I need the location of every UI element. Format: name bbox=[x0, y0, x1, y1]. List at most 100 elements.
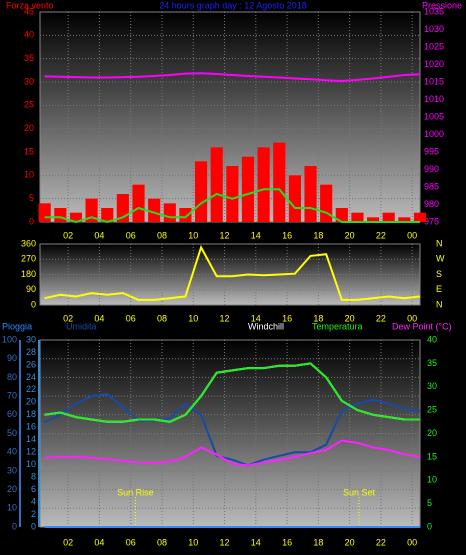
y-tick-label: 50 bbox=[7, 428, 17, 438]
y-tick-label: 10 bbox=[24, 170, 34, 180]
x-tick-label: 08 bbox=[157, 230, 167, 240]
y3-tick-label: 20 bbox=[26, 397, 36, 407]
y-tick-label: 40 bbox=[24, 30, 34, 40]
line bbox=[44, 188, 420, 224]
bar bbox=[288, 175, 301, 222]
y2-tick-label: 35 bbox=[427, 358, 437, 368]
x-tick-label: 12 bbox=[220, 230, 230, 240]
line bbox=[44, 72, 421, 83]
y2-tick-label: 980 bbox=[424, 199, 439, 209]
bar bbox=[367, 217, 380, 222]
y-tick-label: 70 bbox=[7, 390, 17, 400]
y2-tick-label: 20 bbox=[427, 428, 437, 438]
x-tick-label: 16 bbox=[282, 313, 292, 323]
y2-tick-label: 1020 bbox=[424, 59, 444, 69]
x-tick-label: 00 bbox=[407, 313, 417, 323]
bar bbox=[179, 208, 192, 222]
bar bbox=[132, 184, 145, 222]
bar bbox=[413, 212, 427, 222]
y-tick-label: 60 bbox=[7, 409, 17, 419]
y2-tick-label: N bbox=[436, 299, 443, 309]
annotation: Sun Rise bbox=[117, 487, 154, 497]
y2-tick-label: 975 bbox=[424, 216, 439, 226]
x-tick-label: 14 bbox=[251, 313, 261, 323]
x-tick-label: 22 bbox=[376, 230, 386, 240]
y-tick-label: 20 bbox=[7, 484, 17, 494]
x-tick-label: 22 bbox=[376, 537, 386, 547]
y3-tick-label: 30 bbox=[26, 334, 36, 344]
x-tick-label: 18 bbox=[313, 313, 323, 323]
bar bbox=[163, 203, 176, 222]
y-tick-label: 0 bbox=[12, 521, 17, 531]
y2-tick-label: 1030 bbox=[424, 24, 444, 34]
x-tick-label: 10 bbox=[188, 230, 198, 240]
x-tick-label: 12 bbox=[220, 313, 230, 323]
y-tick-label: 80 bbox=[7, 372, 17, 382]
y2-tick-label: S bbox=[436, 269, 442, 279]
y2-tick-label: N bbox=[436, 238, 443, 248]
x-tick-label: 00 bbox=[407, 537, 417, 547]
y2-tick-label: 990 bbox=[424, 164, 439, 174]
x-tick-label: 08 bbox=[157, 537, 167, 547]
x-tick-label: 02 bbox=[63, 230, 73, 240]
bar bbox=[257, 147, 270, 222]
x-tick-label: 16 bbox=[282, 537, 292, 547]
line bbox=[44, 439, 421, 467]
y2-tick-label: 40 bbox=[427, 334, 437, 344]
x-tick-label: 04 bbox=[94, 230, 104, 240]
x-tick-label: 06 bbox=[126, 230, 136, 240]
y2-tick-label: 5 bbox=[427, 498, 432, 508]
bar bbox=[194, 161, 208, 222]
y3-tick-label: 0 bbox=[31, 521, 36, 531]
x-tick-label: 06 bbox=[126, 537, 136, 547]
x-tick-label: 08 bbox=[157, 313, 167, 323]
y2-tick-label: W bbox=[436, 254, 445, 264]
y3-tick-label: 8 bbox=[31, 472, 36, 482]
y3-tick-label: 10 bbox=[26, 459, 36, 469]
chart-title: 24 hours graph day : 12 Agosto 2018 bbox=[159, 0, 307, 10]
bar bbox=[148, 198, 161, 222]
y-tick-label: 10 bbox=[7, 503, 17, 513]
x-tick-label: 06 bbox=[126, 313, 136, 323]
x-tick-label: 14 bbox=[251, 230, 261, 240]
legend-entry: Umidita bbox=[66, 321, 97, 331]
y2-tick-label: 0 bbox=[427, 521, 432, 531]
y-tick-label: 15 bbox=[24, 146, 34, 156]
x-tick-label: 20 bbox=[345, 537, 355, 547]
y3-tick-label: 6 bbox=[31, 484, 36, 494]
line bbox=[44, 244, 421, 301]
bar bbox=[398, 217, 411, 222]
y3-tick-label: 14 bbox=[26, 434, 36, 444]
y-tick-label: 25 bbox=[24, 100, 34, 110]
y-tick-label: 360 bbox=[21, 238, 36, 248]
bar bbox=[241, 156, 255, 222]
y-tick-label: 270 bbox=[21, 254, 36, 264]
bar bbox=[85, 198, 98, 222]
x-tick-label: 12 bbox=[220, 537, 230, 547]
y2-tick-label: 1025 bbox=[424, 41, 444, 51]
y3-tick-label: 26 bbox=[26, 359, 36, 369]
y2-tick-label: 1015 bbox=[424, 76, 444, 86]
y2-tick-label: 1000 bbox=[424, 129, 444, 139]
y3-tick-label: 28 bbox=[26, 347, 36, 357]
line bbox=[44, 393, 421, 467]
y-tick-label: 20 bbox=[24, 123, 34, 133]
x-tick-label: 04 bbox=[94, 537, 104, 547]
y-tick-label: 40 bbox=[7, 447, 17, 457]
y2-tick-label: 1005 bbox=[424, 111, 444, 121]
x-tick-label: 20 bbox=[345, 230, 355, 240]
y-tick-label: 90 bbox=[7, 353, 17, 363]
y-axis-label: Forza vento bbox=[6, 0, 54, 10]
y2-tick-label: 15 bbox=[427, 451, 437, 461]
x-tick-label: 04 bbox=[94, 313, 104, 323]
x-tick-label: 00 bbox=[407, 230, 417, 240]
bar bbox=[101, 208, 114, 222]
y3-tick-label: 12 bbox=[26, 447, 36, 457]
x-tick-label: 10 bbox=[188, 313, 198, 323]
x-tick-label: 18 bbox=[313, 537, 323, 547]
y3-tick-label: 16 bbox=[26, 422, 36, 432]
x-tick-label: 14 bbox=[251, 537, 261, 547]
legend-entry: Windchill bbox=[248, 321, 284, 331]
